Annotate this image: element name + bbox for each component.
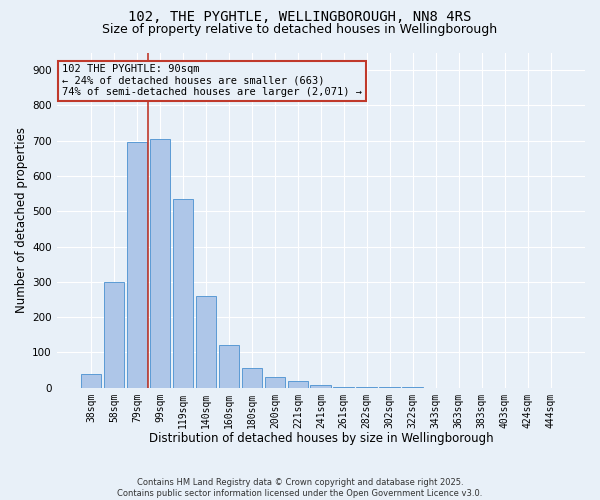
Bar xyxy=(356,387,377,388)
Bar xyxy=(287,382,308,388)
Y-axis label: Number of detached properties: Number of detached properties xyxy=(15,127,28,313)
Text: Contains HM Land Registry data © Crown copyright and database right 2025.
Contai: Contains HM Land Registry data © Crown c… xyxy=(118,478,482,498)
Bar xyxy=(127,142,148,388)
X-axis label: Distribution of detached houses by size in Wellingborough: Distribution of detached houses by size … xyxy=(149,432,493,445)
Bar xyxy=(173,199,193,388)
Bar xyxy=(334,386,354,388)
Bar xyxy=(242,368,262,388)
Bar xyxy=(265,377,285,388)
Bar xyxy=(149,139,170,388)
Text: 102 THE PYGHTLE: 90sqm
← 24% of detached houses are smaller (663)
74% of semi-de: 102 THE PYGHTLE: 90sqm ← 24% of detached… xyxy=(62,64,362,98)
Bar xyxy=(80,374,101,388)
Bar xyxy=(196,296,216,388)
Bar xyxy=(310,385,331,388)
Bar xyxy=(218,346,239,388)
Bar xyxy=(104,282,124,388)
Text: 102, THE PYGHTLE, WELLINGBOROUGH, NN8 4RS: 102, THE PYGHTLE, WELLINGBOROUGH, NN8 4R… xyxy=(128,10,472,24)
Text: Size of property relative to detached houses in Wellingborough: Size of property relative to detached ho… xyxy=(103,22,497,36)
